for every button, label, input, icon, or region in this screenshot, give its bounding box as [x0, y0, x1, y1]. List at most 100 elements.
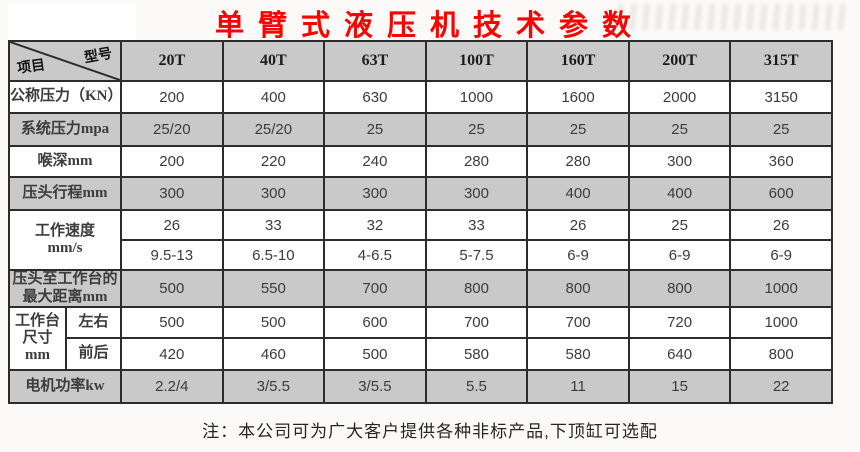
row-throat-depth: 喉深mm 200 220 240 280 280 300 360: [8, 145, 833, 178]
spec-cell: 720: [627, 306, 732, 339]
spec-cell: 200: [120, 80, 224, 114]
spec-cell: 6.5-10: [221, 239, 326, 271]
work-speed-label: 工作速度: [34, 222, 95, 239]
spec-cell: 26: [729, 209, 833, 241]
spec-cell: 6-9: [627, 239, 732, 271]
row-work-speed-slow: 9.5-13 6.5-10 4-6.5 5-7.5 6-9 6-9 6-9: [9, 239, 833, 271]
spec-cell: 25: [627, 209, 732, 241]
spec-cell: 6-9: [729, 239, 833, 271]
spec-cell: 800: [526, 269, 630, 308]
spec-cell: 500: [120, 269, 224, 308]
model-header: 20T: [120, 40, 224, 82]
spec-cell: 2000: [627, 80, 732, 114]
spec-cell: 640: [627, 337, 732, 371]
row-label-system-pressure: 系统压力mpa: [8, 112, 122, 147]
model-header: 315T: [729, 40, 833, 82]
spec-cell: 33: [424, 209, 529, 241]
spec-cell: 1000: [729, 269, 833, 308]
spec-cell: 580: [526, 337, 630, 371]
spec-cell: 220: [221, 145, 326, 178]
spec-cell: 1000: [729, 306, 833, 339]
model-header: 200T: [627, 40, 732, 82]
model-header: 100T: [424, 40, 529, 82]
row-label-max-distance: 压头至工作台的 最大距离mm: [8, 269, 122, 308]
corner-item-label: 项目: [16, 58, 47, 77]
spec-cell: 300: [120, 176, 224, 211]
work-speed-unit: mm/s: [47, 240, 83, 256]
spec-cell: 400: [526, 176, 630, 211]
spec-cell: 300: [424, 176, 529, 211]
spec-cell: 22: [729, 369, 833, 404]
spec-cell: 700: [526, 306, 630, 339]
spec-cell: 2.2/4: [120, 369, 224, 404]
spec-cell: 280: [526, 145, 630, 178]
spec-cell: 200: [120, 145, 224, 178]
row-label-ram-stroke: 压头行程mm: [8, 176, 122, 211]
spec-cell: 3/5.5: [323, 369, 427, 404]
spec-cell: 25: [627, 112, 732, 147]
spec-cell: 500: [221, 306, 326, 339]
spec-cell: 360: [729, 145, 833, 178]
row-ram-stroke: 压头行程mm 300 300 300 300 400 400 600: [8, 176, 833, 211]
sub-label-front-back: 前后: [65, 337, 122, 371]
model-header: 63T: [323, 40, 427, 82]
footnote: 注：本公司可为广大客户提供各种非标产品,下顶缸可选配: [202, 422, 658, 441]
row-label-worktable-size: 工作台 尺寸 mm: [8, 306, 67, 371]
spec-cell: 300: [627, 145, 732, 178]
spec-cell: 11: [526, 369, 630, 404]
spec-cell: 600: [323, 306, 427, 339]
row-motor-power: 电机功率kw 2.2/4 3/5.5 3/5.5 5.5 11 15 22: [8, 369, 833, 404]
spec-cell: 700: [323, 269, 427, 308]
spec-cell: 6-9: [526, 239, 630, 271]
row-label-throat-depth: 喉深mm: [8, 145, 122, 178]
spec-cell: 400: [221, 80, 326, 114]
page-title: 单臂式液压机技术参数: [214, 10, 645, 42]
spec-cell: 460: [221, 337, 326, 371]
erased-logo-patch: [8, 4, 136, 40]
spec-cell: 300: [323, 176, 427, 211]
spec-cell: 26: [526, 209, 630, 241]
spec-cell: 3150: [729, 80, 833, 114]
spec-cell: 500: [120, 306, 224, 339]
spec-cell: 33: [221, 209, 326, 241]
spec-cell: 32: [323, 209, 427, 241]
spec-cell: 400: [627, 176, 732, 211]
spec-cell: 800: [627, 269, 732, 308]
spec-cell: 15: [627, 369, 732, 404]
spec-cell: 25/20: [120, 112, 224, 147]
spec-cell: 600: [729, 176, 833, 211]
row-nominal-pressure: 公称压力（KN） 200 400 630 1000 1600 2000 3150: [8, 80, 833, 114]
worktable-label-line2: 尺寸: [22, 329, 53, 346]
worktable-label-line3: mm: [25, 347, 50, 364]
spec-cell: 630: [323, 80, 427, 114]
model-header: 160T: [526, 40, 630, 82]
spec-cell: 300: [221, 176, 326, 211]
corner-header-cell: 型号 项目: [8, 40, 122, 82]
spec-cell: 800: [729, 337, 833, 371]
row-worktable-lr: 工作台 尺寸 mm 左右 500 500 600 700 700 720 100…: [8, 306, 833, 371]
spec-cell: 1600: [526, 80, 630, 114]
spec-cell: 420: [120, 337, 224, 371]
spec-cell: 500: [323, 337, 427, 371]
spec-cell: 280: [424, 145, 529, 178]
spec-cell: 5-7.5: [424, 239, 529, 271]
row-label-motor-power: 电机功率kw: [8, 369, 122, 404]
spec-cell: 3/5.5: [221, 369, 326, 404]
spec-cell: 1000: [424, 80, 529, 114]
spec-cell: 800: [424, 269, 529, 308]
spec-cell: 240: [323, 145, 427, 178]
spec-cell: 580: [424, 337, 529, 371]
row-label-work-speed: 工作速度 mm/s: [8, 209, 122, 271]
row-work-speed-fast: 工作速度 mm/s 26 33 32 33 26 25 26: [8, 209, 833, 271]
spec-cell: 25: [729, 112, 833, 147]
spec-cell: 26: [120, 209, 224, 241]
spec-cell: 700: [424, 306, 529, 339]
spec-cell: 25/20: [221, 112, 326, 147]
row-worktable-fb: 前后 420 460 500 580 580 640 800: [9, 337, 833, 371]
faint-watermark: [618, 4, 848, 30]
max-distance-label-line1: 压头至工作台的: [12, 271, 118, 288]
header-row: 型号 项目 20T 40T 63T 100T 160T 200T 315T: [8, 40, 833, 82]
spec-cell: 25: [526, 112, 630, 147]
spec-cell: 25: [424, 112, 529, 147]
